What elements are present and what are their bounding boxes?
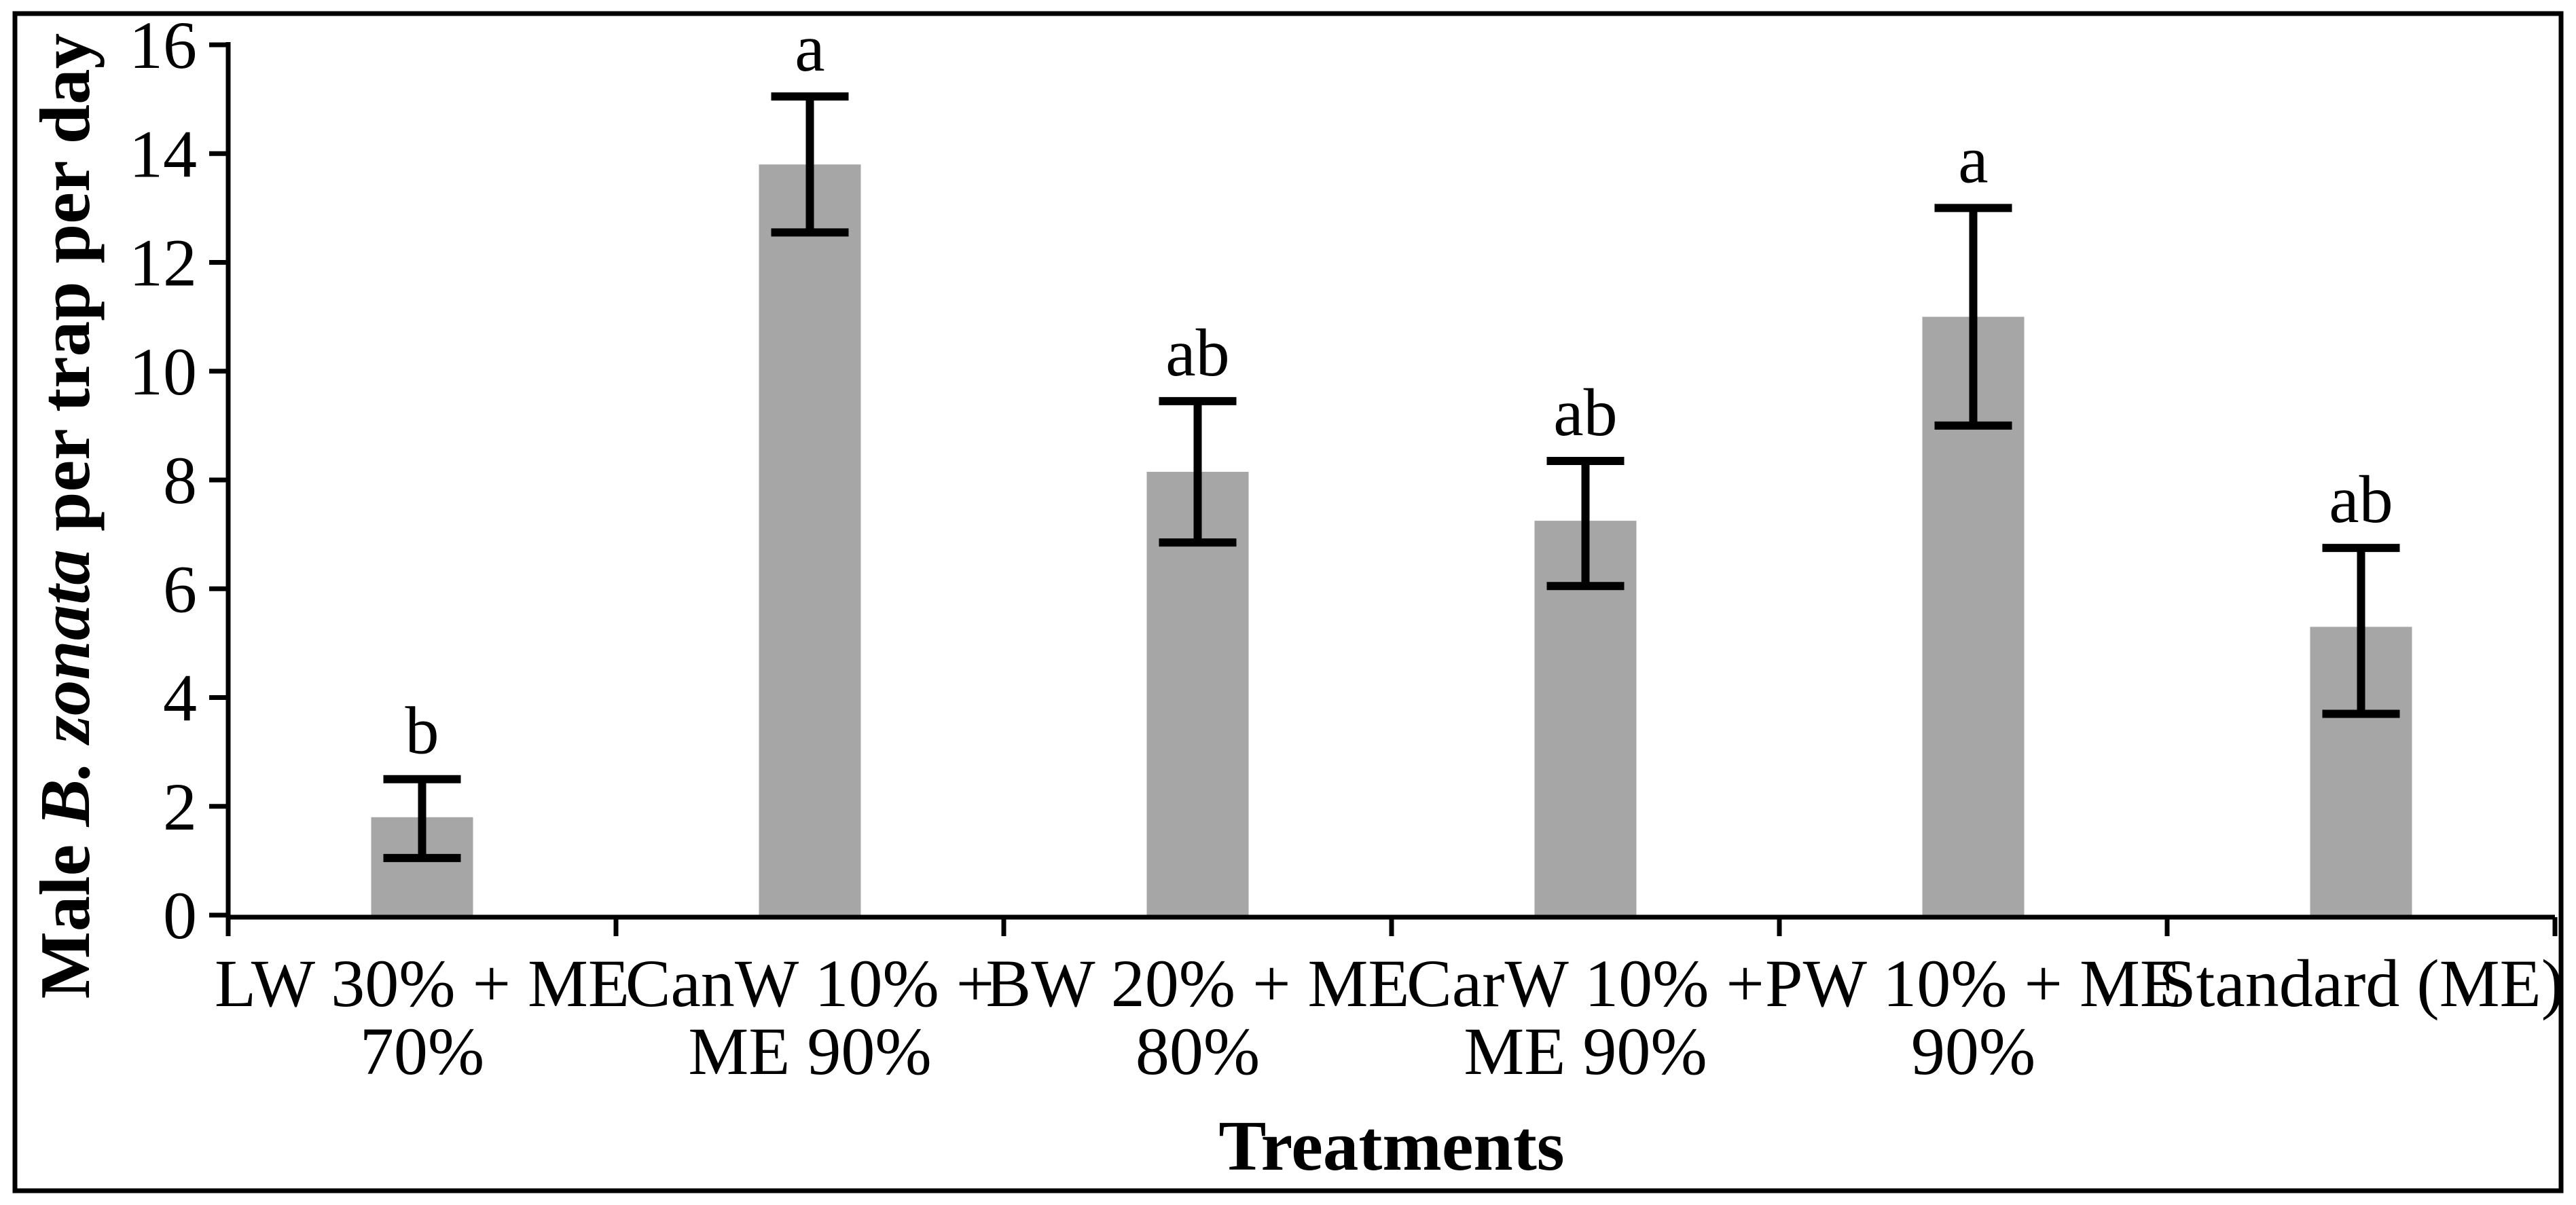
significance-letter: ab — [1165, 315, 1229, 390]
x-category-label: PW 10% + ME — [1765, 946, 2181, 1021]
x-category-label: ME 90% — [688, 1014, 931, 1089]
y-tick-label: 6 — [163, 551, 197, 627]
figure-border — [12, 11, 2564, 1193]
bar — [759, 164, 861, 917]
y-axis-title-segment: B. zonata — [25, 549, 105, 827]
significance-letter: ab — [2329, 462, 2393, 537]
significance-letter: a — [1958, 122, 1988, 197]
y-tick-label: 4 — [163, 661, 197, 736]
x-category-label: 70% — [360, 1014, 484, 1089]
y-tick-label: 8 — [163, 443, 197, 518]
y-axis-title-segment: Male — [25, 827, 105, 999]
x-category-label: CanW 10% + — [625, 946, 994, 1021]
x-category-label: ME 90% — [1464, 1014, 1707, 1089]
significance-letter: a — [795, 10, 824, 86]
x-category-label: 80% — [1136, 1014, 1260, 1089]
significance-letter: ab — [1553, 375, 1617, 450]
x-category-label: Standard (ME) — [2158, 946, 2564, 1021]
y-axis-title-segment: per trap per day — [25, 33, 105, 549]
y-tick-label: 14 — [129, 116, 197, 191]
x-category-label: BW 20% + ME — [986, 946, 1410, 1021]
x-category-label: LW 30% + ME — [215, 946, 630, 1021]
y-axis-title: Male B. zonata per trap per day — [25, 33, 105, 999]
x-category-label: 90% — [1911, 1014, 2035, 1089]
x-category-label: CarW 10% + — [1407, 946, 1764, 1021]
x-axis-title: Treatments — [1218, 1106, 1564, 1185]
y-tick-label: 2 — [163, 769, 197, 845]
y-tick-label: 10 — [129, 334, 197, 409]
significance-letter: b — [405, 693, 439, 768]
y-tick-label: 16 — [129, 7, 197, 83]
y-tick-label: 0 — [163, 878, 197, 953]
y-tick-label: 12 — [129, 225, 197, 301]
